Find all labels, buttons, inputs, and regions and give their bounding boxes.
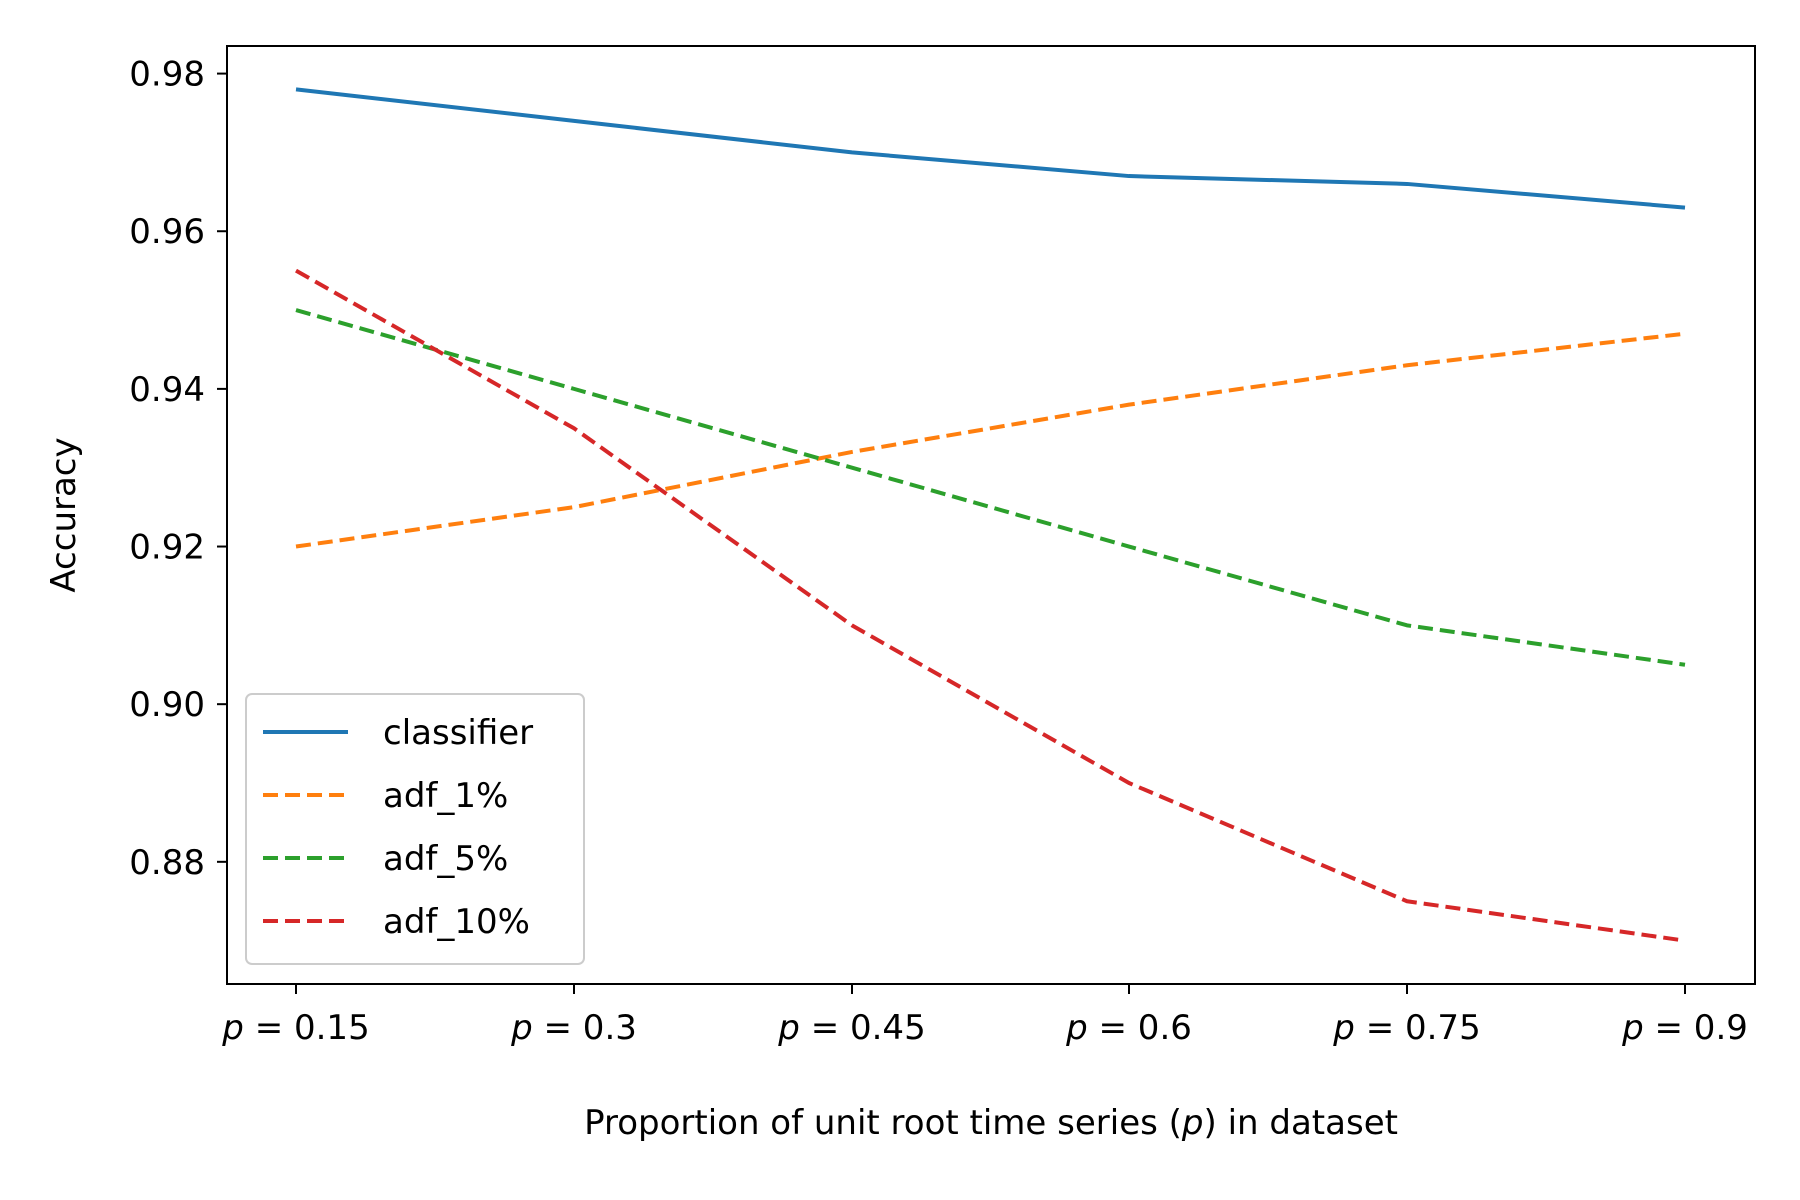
axes-frame (226, 45, 1756, 985)
x-axis-label-prefix: Proportion of unit root time series ( (584, 1103, 1182, 1143)
x-axis-label: Proportion of unit root time series (p) … (584, 1103, 1398, 1143)
x-tick-label: p = 0.3 (510, 1008, 637, 1048)
y-axis: 0.88 0.90 0.92 0.94 0.96 0.98 (129, 55, 227, 883)
x-axis-label-variable: p (1181, 1103, 1204, 1143)
series-line-adf_1% (295, 331, 1686, 549)
y-tick-label: 0.94 (129, 370, 205, 410)
x-tick-label: p = 0.15 (221, 1008, 369, 1048)
y-axis-label: Accuracy (44, 437, 84, 592)
y-tick-label: 0.98 (129, 55, 205, 95)
x-tick-label: p = 0.6 (1065, 1008, 1192, 1048)
legend-label: adf_5% (383, 839, 508, 879)
x-tick-label: p = 0.75 (1332, 1008, 1480, 1048)
x-tick-label: p = 0.45 (777, 1008, 925, 1048)
plot-area (295, 87, 1686, 943)
legend-label: adf_1% (383, 776, 508, 816)
x-axis-label-suffix: ) in dataset (1204, 1103, 1398, 1143)
x-tick-label: p = 0.9 (1621, 1008, 1748, 1048)
series-line-adf_5% (295, 308, 1686, 667)
series-line-classifier (295, 87, 1686, 210)
y-tick-label: 0.88 (129, 843, 205, 883)
legend-label: classifier (383, 713, 533, 753)
legend: classifier adf_1% adf_5% adf_10% (245, 693, 585, 965)
y-tick-label: 0.96 (129, 212, 205, 252)
legend-box (245, 693, 585, 965)
x-axis: p = 0.15 p = 0.3 p = 0.45 p = 0.6 p = 0.75 p … (221, 984, 1748, 1048)
series-line-adf_10% (295, 268, 1686, 943)
y-tick-label: 0.90 (129, 685, 205, 725)
legend-label: adf_10% (383, 902, 530, 942)
y-tick-label: 0.92 (129, 528, 205, 568)
